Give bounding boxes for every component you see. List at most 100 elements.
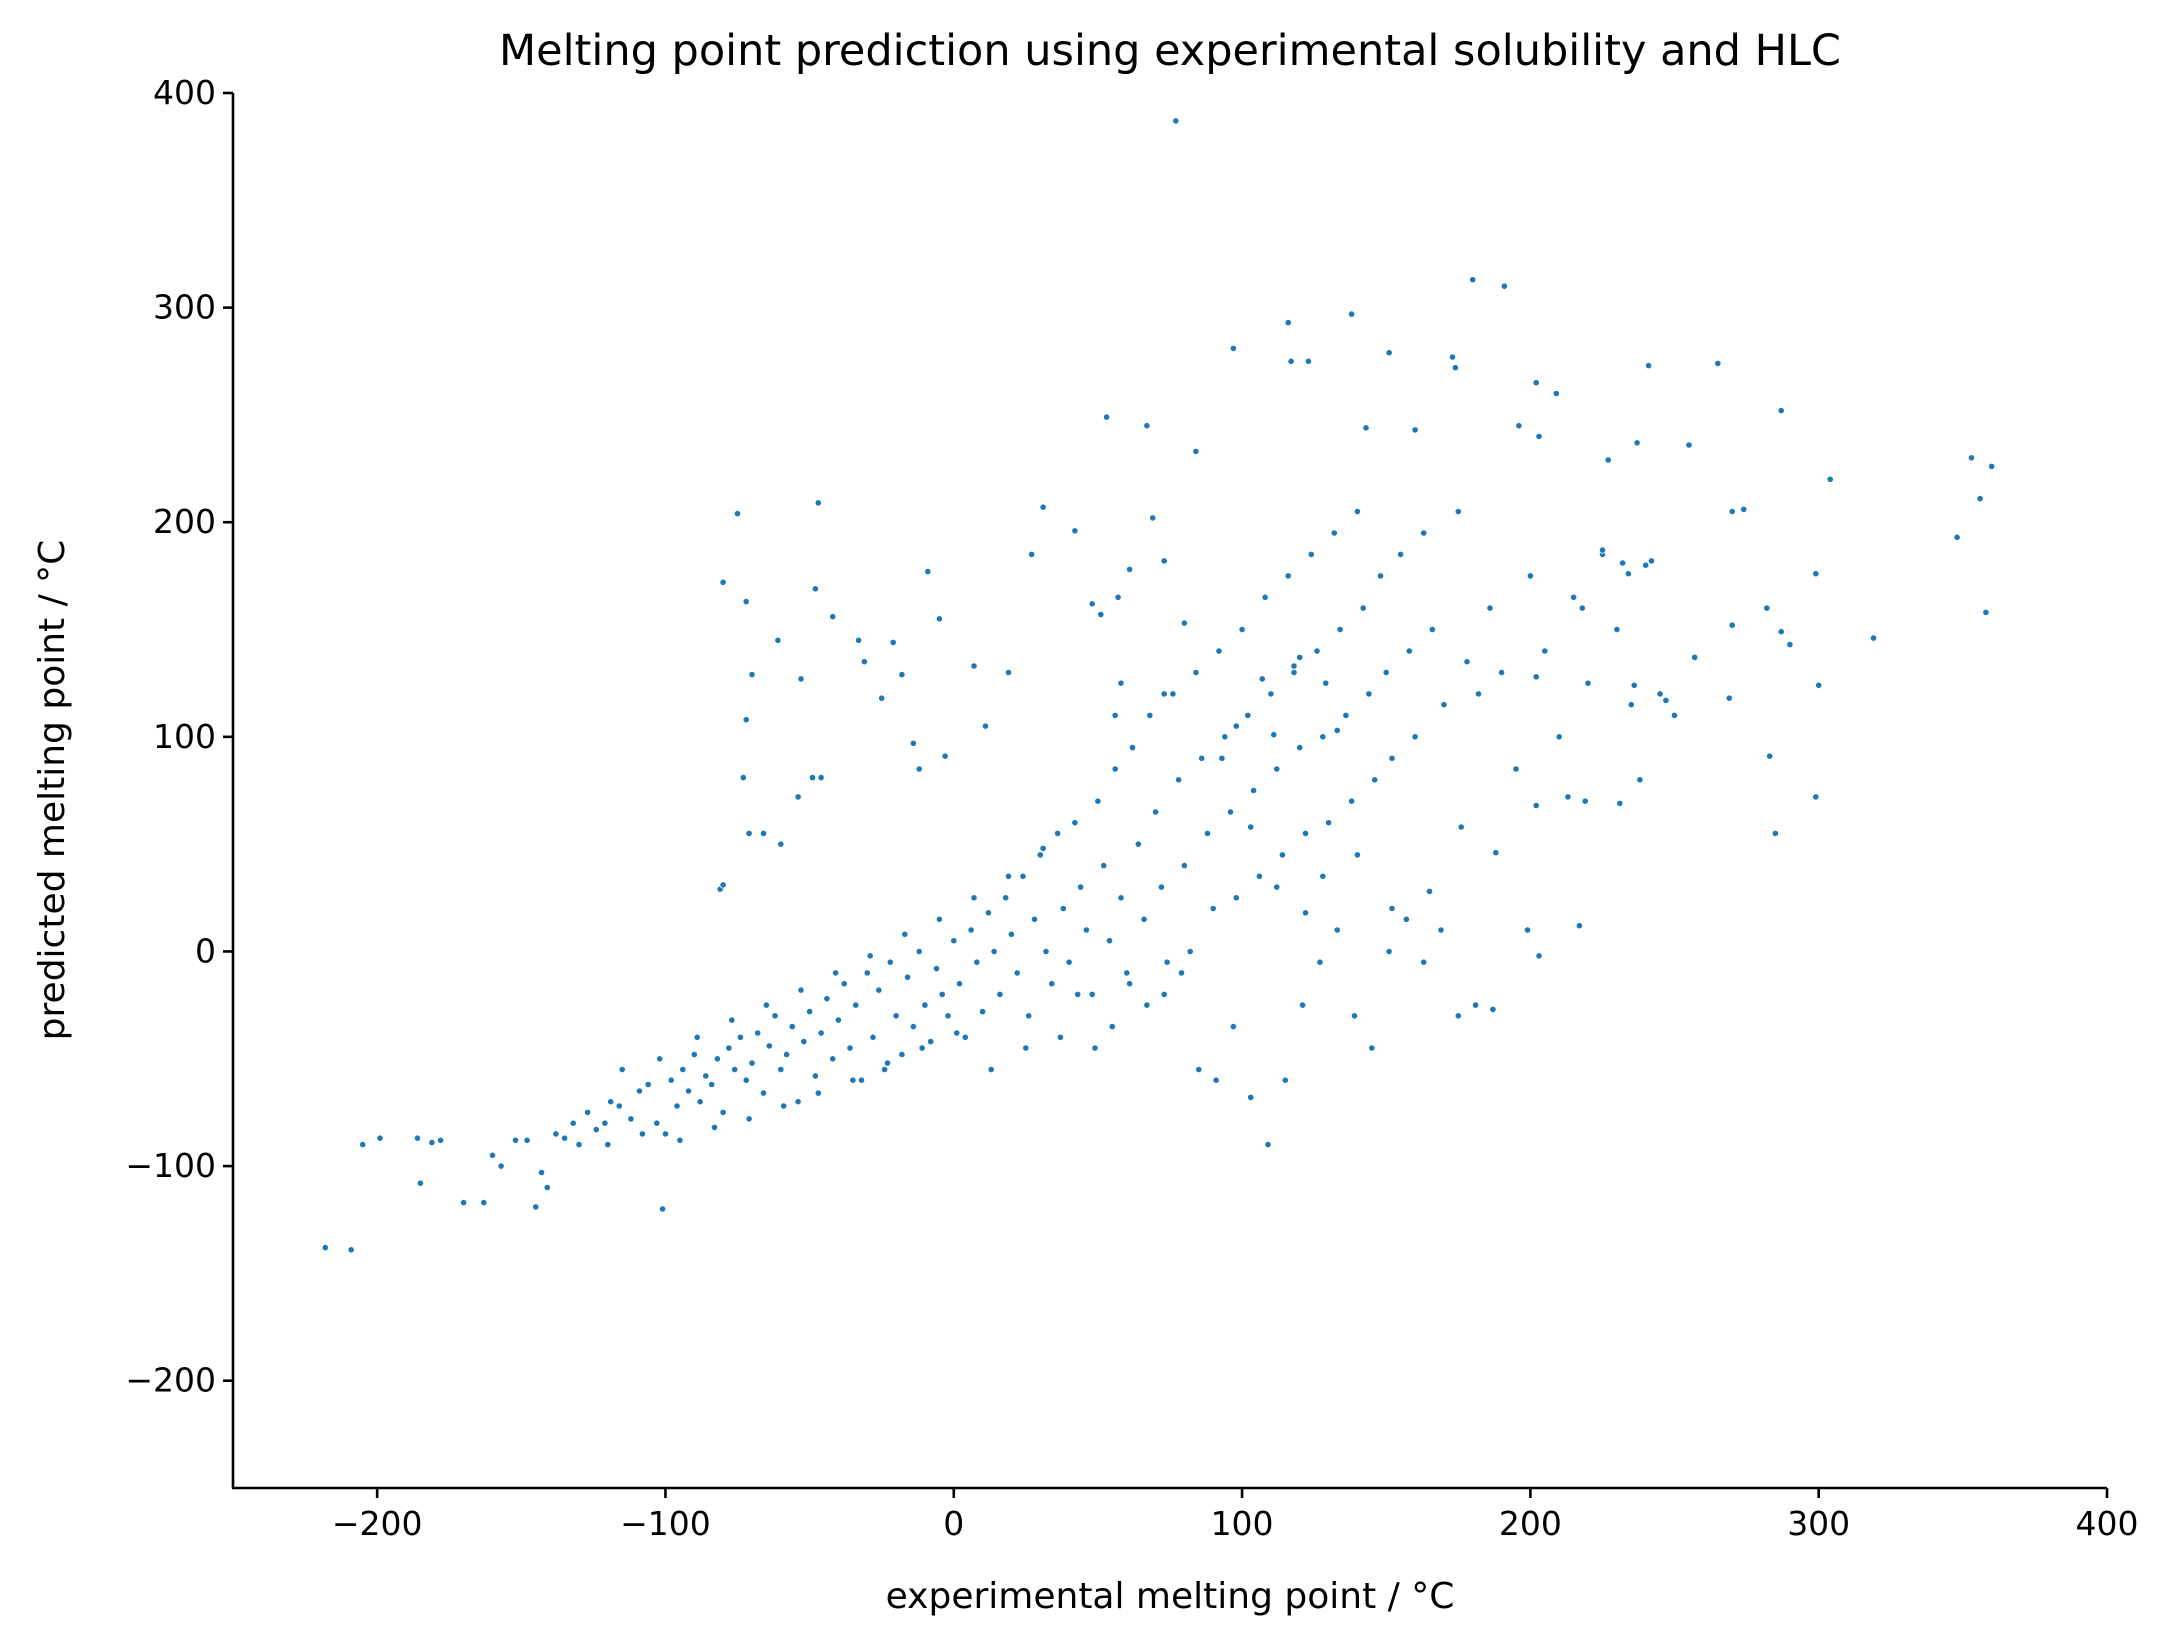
scatter-point [728,1016,736,1024]
scatter-point [1359,604,1367,612]
scatter-point [1472,1001,1480,1009]
scatter-point [1448,353,1457,361]
scatter-point [1397,550,1405,559]
scatter-point [1022,1044,1030,1052]
scatter-point [1284,318,1292,327]
scatter-point [811,585,820,593]
scatter-point [592,1126,600,1134]
scatter-point [1290,662,1298,670]
scatter-point [955,980,964,988]
scatter-point [875,986,883,994]
scatter-point [1103,413,1111,421]
y-tick-label: 300 [153,288,216,327]
scatter-point [814,1089,822,1097]
scatter-point [1169,690,1177,698]
scatter-point [1255,872,1264,880]
y-tick-label: −200 [125,1361,216,1400]
scatter-point [883,1059,892,1067]
scatter-point [1088,600,1096,608]
scatter-point [915,947,923,956]
scatter-point [1388,904,1396,913]
scatter-point [852,1001,860,1009]
scatter-point [607,1098,615,1106]
scatter-point [1604,456,1612,464]
scatter-point [935,915,944,923]
scatter-point [817,773,825,782]
scatter-point [909,1022,918,1031]
scatter-point [1535,432,1543,440]
scatter-point [1815,681,1823,689]
scatter-point [1160,690,1168,698]
scatter-point [1042,947,1050,956]
scatter-point [1301,829,1310,838]
scatter-point [604,1141,612,1149]
y-tick-label: 400 [153,73,216,112]
scatter-point [1333,726,1341,735]
scatter-point [488,1151,497,1159]
scatter-point [863,969,871,977]
scatter-point [1186,947,1194,956]
scatter-point [794,793,802,801]
scatter-point [1048,980,1056,988]
scatter-point [1054,829,1062,838]
scatter-point [1108,1022,1116,1031]
scatter-point [1486,604,1494,612]
scatter-point [1149,514,1157,522]
scatter-point [927,1038,935,1046]
chart-title: Melting point prediction using experimen… [499,26,1841,76]
scatter-point [1232,722,1240,730]
scatter-point [1685,441,1693,449]
scatter-point [1382,668,1390,677]
scatter-point [901,930,909,938]
scatter-point [805,1007,814,1016]
scatter-point [759,1089,768,1097]
scatter-point [1126,565,1134,574]
scatter-point [1247,1093,1255,1102]
scatter-points [321,117,1996,1254]
scatter-point [1313,647,1321,655]
scatter-point [1526,572,1535,580]
scatter-point [892,1012,900,1020]
scatter-point [661,1130,670,1138]
scatter-point [1287,357,1295,365]
scatter-point [1766,752,1774,760]
scatter-point [1552,389,1560,398]
scatter-point [1474,690,1483,698]
scatter-point [1192,668,1200,677]
scatter-point [1215,647,1223,655]
scatter-point [1097,610,1105,619]
scatter-point [1025,1012,1033,1020]
scatter-point [1353,851,1362,859]
scatter-point [869,1033,877,1041]
scatter-point [780,1102,788,1110]
scatter-point [1056,1033,1065,1041]
scatter-point [552,1130,560,1138]
scatter-point [719,578,727,586]
scatter-point [903,973,912,981]
scatter-point [823,995,831,1003]
scatter-point [745,829,753,838]
x-axis-ticks: −200 −100 0 100 200 300 400 [332,1488,2139,1543]
scatter-point [1812,793,1820,801]
scatter-point [1258,675,1266,683]
scatter-point [713,1055,722,1063]
scatter-point [684,1087,693,1095]
scatter-point [1647,557,1656,565]
scatter-point [1278,851,1287,859]
scatter-point [1656,690,1664,698]
scatter-point [1627,701,1635,709]
scatter-point [1192,447,1200,455]
scatter-point [771,1012,779,1020]
scatter-point [1013,969,1021,977]
scatter-point [1457,823,1465,831]
scatter-point [1728,621,1736,629]
scatter-point [1967,454,1976,462]
scatter-point [1619,559,1627,567]
scatter-point [978,1007,987,1016]
scatter-point [1146,711,1154,720]
scatter-point [1111,711,1119,720]
scatter-point [1630,681,1638,689]
scatter-point [950,937,958,945]
scatter-point [627,1115,635,1123]
